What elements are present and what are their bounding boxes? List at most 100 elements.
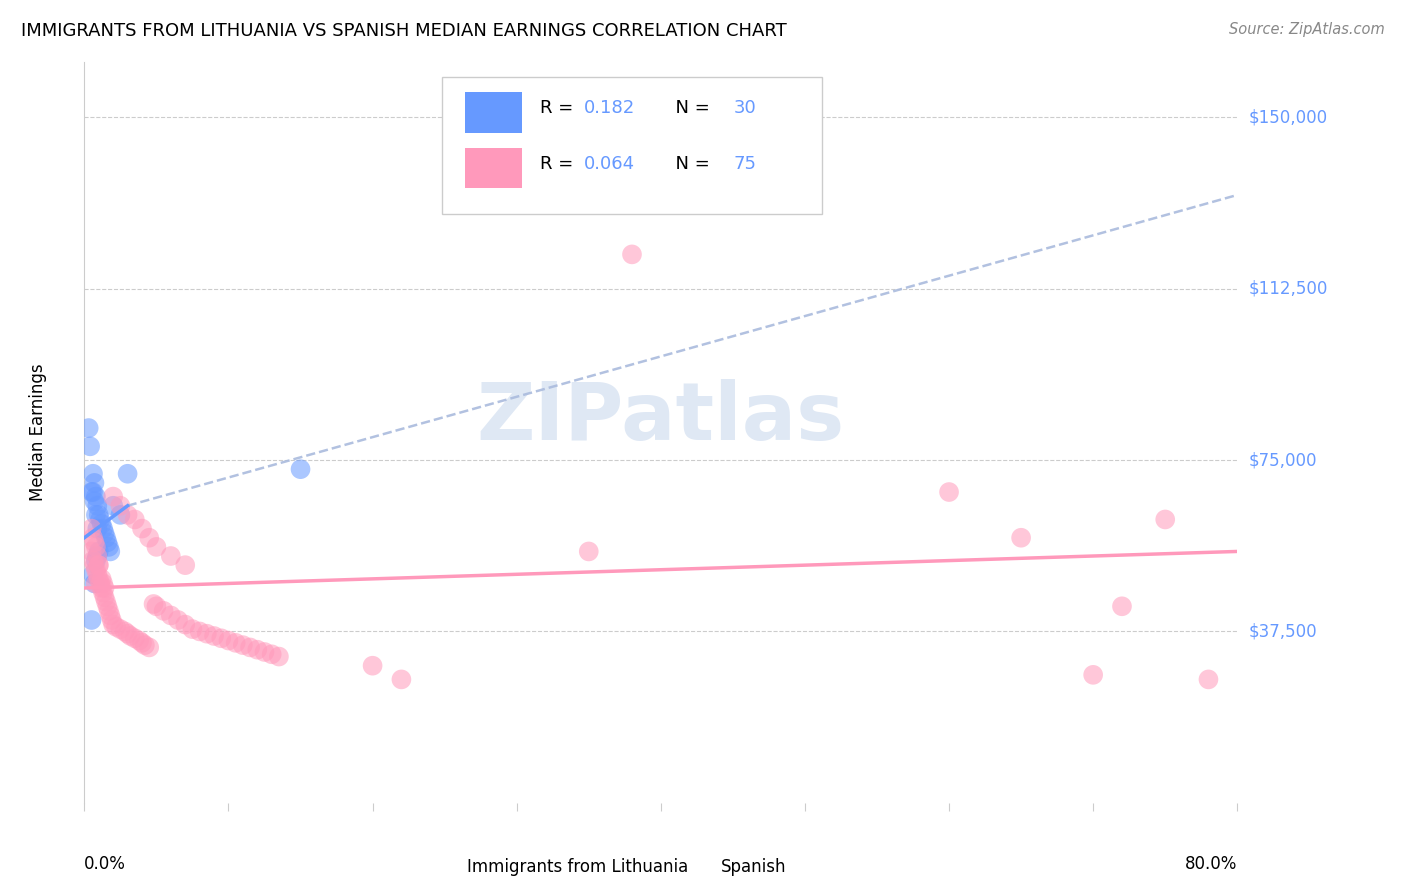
- Text: Spanish: Spanish: [721, 858, 786, 876]
- Point: [131, 522, 153, 536]
- Point: [1198, 673, 1220, 687]
- Point: [82, 467, 104, 481]
- Point: [82, 553, 104, 567]
- Point: [87, 544, 110, 558]
- Point: [82, 485, 104, 500]
- Bar: [683, 847, 713, 866]
- Point: [86, 499, 108, 513]
- Point: [142, 597, 165, 611]
- Point: [84, 576, 107, 591]
- Text: Median Earnings: Median Earnings: [30, 364, 48, 501]
- Point: [138, 640, 160, 655]
- Point: [117, 626, 139, 640]
- Text: $37,500: $37,500: [1249, 623, 1317, 640]
- Point: [1083, 668, 1105, 682]
- Point: [621, 247, 644, 261]
- Point: [195, 626, 218, 640]
- Text: 0.064: 0.064: [583, 155, 634, 173]
- Text: 80.0%: 80.0%: [1185, 855, 1237, 872]
- Point: [253, 645, 276, 659]
- Point: [117, 508, 139, 522]
- Text: R =: R =: [540, 155, 579, 173]
- Text: N =: N =: [664, 99, 716, 118]
- Text: $75,000: $75,000: [1249, 451, 1317, 469]
- Point: [578, 544, 600, 558]
- Point: [93, 526, 115, 541]
- Point: [232, 638, 254, 652]
- Point: [93, 590, 115, 604]
- Point: [225, 636, 247, 650]
- Point: [110, 622, 132, 636]
- Point: [138, 531, 160, 545]
- Point: [86, 549, 108, 563]
- Point: [110, 499, 132, 513]
- Point: [167, 613, 190, 627]
- Text: $150,000: $150,000: [1249, 108, 1327, 127]
- Point: [209, 632, 232, 646]
- Point: [84, 508, 107, 522]
- Point: [134, 638, 156, 652]
- Point: [124, 632, 146, 646]
- Point: [100, 613, 122, 627]
- Point: [80, 544, 103, 558]
- Point: [105, 620, 128, 634]
- Text: 30: 30: [734, 99, 756, 118]
- Point: [80, 522, 103, 536]
- Point: [152, 604, 174, 618]
- Point: [80, 613, 103, 627]
- Point: [160, 549, 183, 563]
- Point: [97, 604, 120, 618]
- Bar: [465, 147, 523, 188]
- Point: [103, 617, 124, 632]
- Point: [90, 572, 112, 586]
- Point: [84, 540, 107, 554]
- Point: [79, 439, 101, 453]
- Bar: [465, 92, 523, 133]
- Point: [260, 647, 283, 661]
- Text: $112,500: $112,500: [1249, 280, 1329, 298]
- Point: [84, 490, 107, 504]
- Point: [246, 642, 269, 657]
- Point: [82, 567, 104, 582]
- Point: [181, 622, 204, 636]
- Point: [93, 581, 115, 595]
- Point: [89, 576, 111, 591]
- Point: [145, 599, 167, 614]
- Point: [131, 636, 153, 650]
- Point: [83, 535, 105, 549]
- Point: [91, 585, 114, 599]
- Text: ZIPatlas: ZIPatlas: [477, 379, 845, 457]
- Point: [188, 624, 211, 639]
- Text: N =: N =: [664, 155, 716, 173]
- Point: [103, 490, 124, 504]
- Point: [202, 629, 225, 643]
- Point: [97, 540, 120, 554]
- Point: [83, 558, 105, 573]
- Point: [267, 649, 290, 664]
- Text: 0.182: 0.182: [583, 99, 636, 118]
- Point: [239, 640, 262, 655]
- Point: [361, 658, 384, 673]
- Point: [290, 462, 312, 476]
- Point: [117, 467, 139, 481]
- Point: [938, 485, 960, 500]
- Point: [77, 421, 100, 435]
- Point: [174, 617, 197, 632]
- Point: [90, 516, 112, 531]
- Text: Source: ZipAtlas.com: Source: ZipAtlas.com: [1229, 22, 1385, 37]
- Point: [96, 535, 118, 549]
- Point: [86, 567, 108, 582]
- Text: Immigrants from Lithuania: Immigrants from Lithuania: [467, 858, 689, 876]
- Point: [83, 475, 105, 490]
- Point: [87, 558, 110, 573]
- Point: [86, 522, 108, 536]
- Point: [82, 531, 104, 545]
- Point: [110, 508, 132, 522]
- Point: [89, 512, 111, 526]
- Point: [80, 485, 103, 500]
- Point: [160, 608, 183, 623]
- Point: [91, 576, 114, 591]
- Point: [174, 558, 197, 573]
- Text: IMMIGRANTS FROM LITHUANIA VS SPANISH MEDIAN EARNINGS CORRELATION CHART: IMMIGRANTS FROM LITHUANIA VS SPANISH MED…: [21, 22, 787, 40]
- Point: [83, 576, 105, 591]
